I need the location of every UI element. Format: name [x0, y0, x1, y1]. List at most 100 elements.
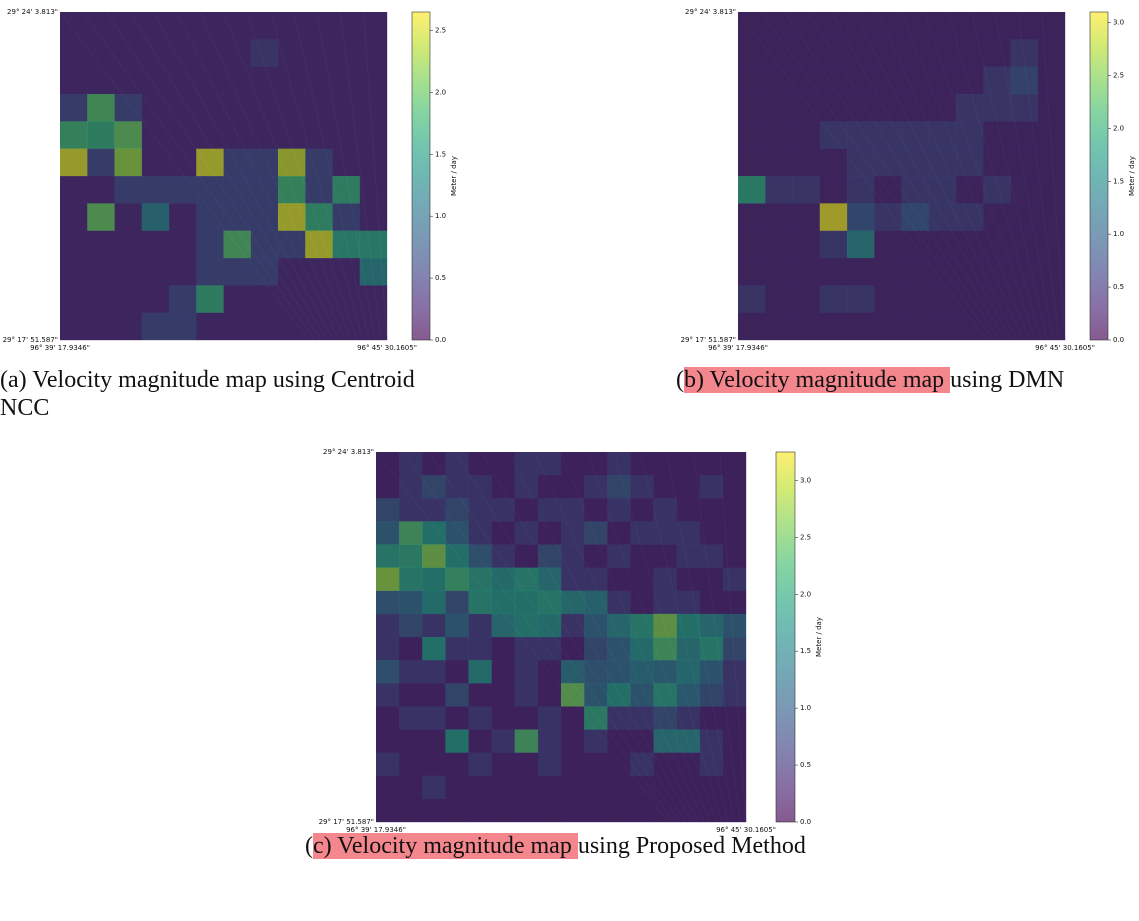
heatmap-cell — [765, 149, 793, 177]
heatmap-cell — [584, 799, 607, 822]
heatmap-cell — [278, 313, 306, 341]
heatmap-cell — [654, 568, 677, 591]
heatmap-cell — [538, 706, 561, 729]
heatmap-cell — [422, 475, 445, 498]
heatmap-cell — [561, 637, 584, 660]
heatmap-cell — [278, 203, 306, 231]
heatmap-cell — [142, 176, 170, 204]
heatmap-cell — [469, 799, 492, 822]
heatmap-cell — [956, 12, 984, 40]
heatmap-cell — [793, 67, 821, 95]
heatmap-cell — [333, 258, 361, 286]
heatmap-cell — [820, 285, 848, 313]
heatmap-cell — [929, 313, 957, 341]
heatmap-cell — [422, 521, 445, 544]
heatmap-cell — [305, 285, 333, 313]
heatmap-cell — [422, 776, 445, 799]
heatmap-cell — [422, 591, 445, 614]
colorbar — [776, 452, 795, 822]
heatmap-cell — [360, 39, 388, 67]
heatmap-cell — [929, 149, 957, 177]
heatmap-cell — [251, 149, 279, 177]
heatmap-cell — [929, 231, 957, 259]
heatmap-cell — [492, 799, 515, 822]
colorbar-tick-label: 2.0 — [1113, 124, 1124, 132]
colorbar-tick-label: 3.0 — [1113, 19, 1124, 27]
heatmap-cell — [360, 285, 388, 313]
heatmap-cell — [492, 498, 515, 521]
heatmap-cell — [333, 231, 361, 259]
heatmap-cell — [820, 258, 848, 286]
heatmap-cell — [983, 94, 1011, 122]
heatmap-cell — [820, 231, 848, 259]
heatmap-cell — [561, 498, 584, 521]
heatmap-cell — [445, 568, 468, 591]
heatmap-cell — [305, 176, 333, 204]
heatmap-cell — [538, 545, 561, 568]
heatmap-cell — [793, 176, 821, 204]
heatmap-cell — [87, 258, 115, 286]
heatmap-cell — [765, 176, 793, 204]
heatmap-cell — [515, 545, 538, 568]
heatmap-cell — [87, 12, 115, 40]
heatmap-cell — [607, 591, 630, 614]
heatmap-cell — [561, 683, 584, 706]
colorbar-tick-label: 3.0 — [800, 476, 811, 484]
heatmap-cell — [956, 67, 984, 95]
colorbar-tick-label: 1.5 — [435, 150, 446, 158]
heatmap-cell — [929, 121, 957, 149]
heatmap-cell — [561, 730, 584, 753]
colorbar-label: Meter / day — [1128, 156, 1136, 196]
heatmap-cell — [538, 521, 561, 544]
heatmap-cell — [492, 568, 515, 591]
heatmap-cell — [654, 614, 677, 637]
heatmap-cell — [196, 94, 224, 122]
heatmap-cell — [169, 94, 197, 122]
heatmap-cell — [561, 706, 584, 729]
heatmap-cell — [142, 12, 170, 40]
heatmap-cell — [469, 706, 492, 729]
heatmap-cell — [469, 568, 492, 591]
heatmap-cell — [1011, 94, 1039, 122]
heatmap-cell — [983, 67, 1011, 95]
heatmap-cell — [700, 591, 723, 614]
heatmap-cell — [874, 39, 902, 67]
heatmap-cell — [847, 203, 875, 231]
heatmap-cell — [820, 39, 848, 67]
heatmap-cell — [793, 94, 821, 122]
heatmap-cell — [607, 730, 630, 753]
heatmap-cell — [723, 452, 746, 475]
heatmap-cell — [60, 176, 88, 204]
heatmap-cell — [305, 149, 333, 177]
heatmap-cell — [654, 521, 677, 544]
heatmap-cell — [538, 637, 561, 660]
heatmap-cell — [333, 12, 361, 40]
heatmap-cell — [515, 521, 538, 544]
caption-text: (a) Velocity magnitude map using Centroi… — [0, 367, 415, 421]
heatmap-cell — [700, 706, 723, 729]
heatmap-cell — [820, 176, 848, 204]
heatmap-cell — [169, 121, 197, 149]
heatmap-cell — [469, 591, 492, 614]
colorbar-tick-label: 0.5 — [1113, 283, 1124, 291]
heatmap-cell — [445, 799, 468, 822]
heatmap-cell — [847, 12, 875, 40]
heatmap-cell — [902, 94, 930, 122]
heatmap-cell — [360, 313, 388, 341]
heatmap-cell — [142, 121, 170, 149]
heatmap-cell — [422, 799, 445, 822]
heatmap-cell — [278, 12, 306, 40]
heatmap-cell — [515, 452, 538, 475]
heatmap-cell — [630, 683, 653, 706]
heatmap-cell — [169, 39, 197, 67]
colorbar-tick-label: 2.5 — [1113, 71, 1124, 79]
heatmap-cell — [399, 730, 422, 753]
heatmap-cell — [607, 660, 630, 683]
heatmap-cell — [333, 39, 361, 67]
heatmap-cell — [847, 67, 875, 95]
heatmap-cell — [738, 176, 766, 204]
heatmap-cell — [445, 730, 468, 753]
heatmap-cell — [793, 39, 821, 67]
heatmap-cell — [399, 452, 422, 475]
heatmap-cell — [630, 730, 653, 753]
